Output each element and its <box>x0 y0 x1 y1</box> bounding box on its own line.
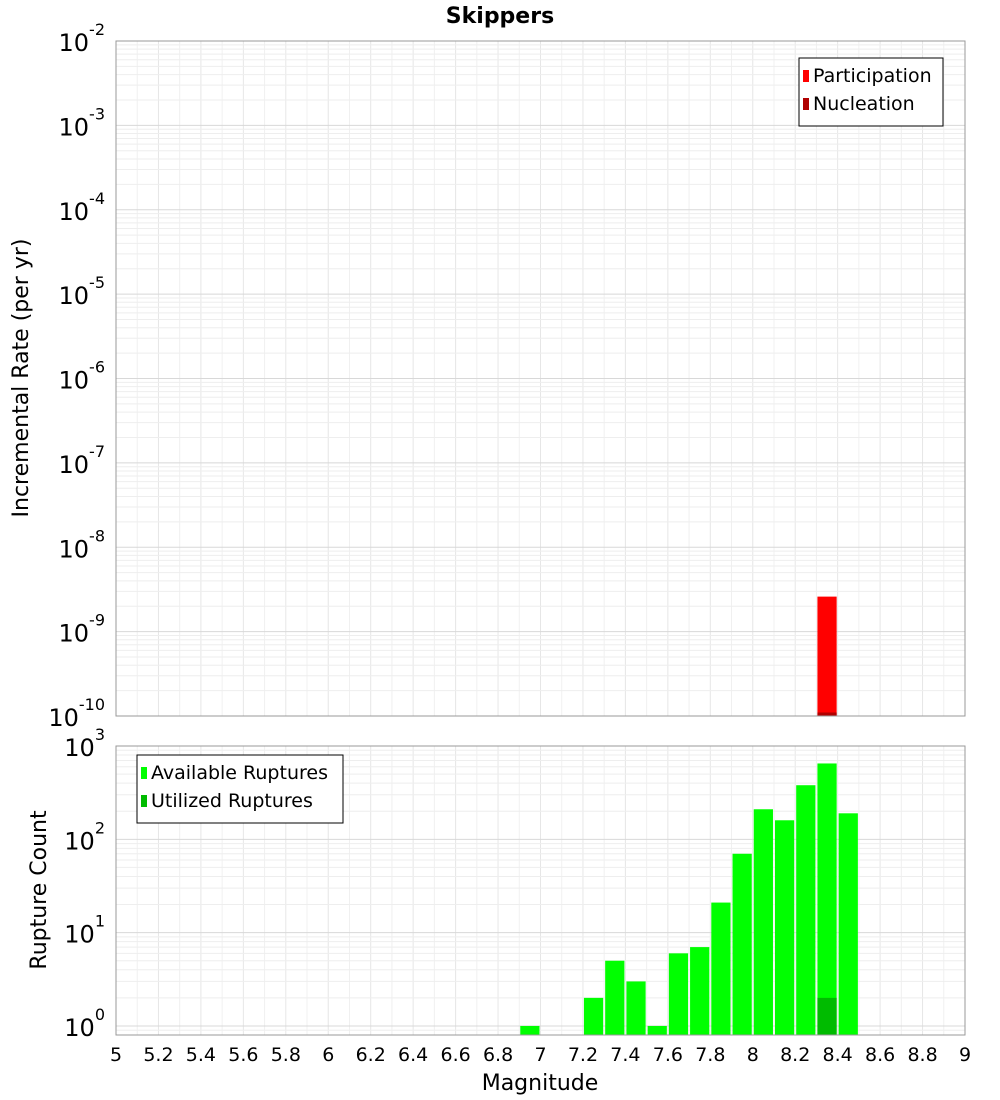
count-y-ticks: 100 101 102 103 <box>64 725 105 1042</box>
count-y-tick-label: 101 <box>64 912 105 949</box>
x-tick-label: 8.6 <box>865 1044 895 1066</box>
rate-bars <box>817 596 837 716</box>
count-bar-primary <box>753 809 773 1035</box>
rate-y-tick-label: 10-10 <box>48 695 105 732</box>
x-tick-label: 8 <box>747 1044 759 1066</box>
x-tick-label: 5 <box>110 1044 122 1066</box>
x-tick-label: 5.2 <box>143 1044 173 1066</box>
count-legend-label: Utilized Ruptures <box>151 790 313 812</box>
rate-bar-primary <box>817 596 837 716</box>
x-tick-label: 7.4 <box>610 1044 640 1066</box>
rate-y-tick-label: 10-7 <box>59 442 106 479</box>
rate-legend-swatch <box>803 70 809 82</box>
x-tick-label: 6.2 <box>356 1044 386 1066</box>
count-y-tick-label: 100 <box>64 1005 105 1042</box>
x-tick-label: 8.8 <box>907 1044 937 1066</box>
x-tick-label: 5.8 <box>271 1044 301 1066</box>
count-legend-swatch <box>141 795 147 807</box>
x-tick-label: 6.4 <box>398 1044 428 1066</box>
rate-panel: 10-10 10-9 10-8 10-7 10-6 10-5 10-4 10-3 10-2 In… <box>9 20 966 732</box>
rate-plot-border <box>115 40 966 717</box>
rate-legend-box <box>798 57 944 127</box>
x-tick-label: 5.4 <box>186 1044 216 1066</box>
rate-legend-label: Nucleation <box>813 93 915 115</box>
count-bar-primary <box>796 785 816 1035</box>
count-bar-primary <box>774 820 795 1035</box>
rate-y-tick-label: 10-6 <box>59 358 106 395</box>
count-bar-secondary <box>817 997 837 1035</box>
rate-y-ticks: 10-10 10-9 10-8 10-7 10-6 10-5 10-4 10-3 10-2 <box>48 20 105 732</box>
count-bar-primary <box>668 953 689 1035</box>
count-y-tick-label: 103 <box>64 725 105 762</box>
count-legend: Available Ruptures Utilized Ruptures <box>136 754 344 824</box>
rate-y-tick-label: 10-8 <box>59 526 106 563</box>
rate-y-tick-label: 10-2 <box>59 20 106 57</box>
count-bar-primary <box>605 960 625 1035</box>
x-tick-label: 5.6 <box>228 1044 258 1066</box>
chart-title: Skippers <box>446 4 554 29</box>
x-axis-label: Magnitude <box>482 1071 599 1096</box>
rate-legend-swatch <box>803 98 809 110</box>
rate-legend: Participation Nucleation <box>798 57 944 127</box>
x-tick-label: 8.4 <box>823 1044 853 1066</box>
x-tick-label: 6.8 <box>483 1044 513 1066</box>
count-y-tick-label: 102 <box>64 818 105 855</box>
x-axis-ticks: 5 5.2 5.4 5.6 5.8 6 6.2 6.4 6.6 6.8 7 7.2 7.4 7.6 7.8 8… <box>110 1044 971 1066</box>
count-bar-primary <box>626 981 646 1035</box>
count-plot-border <box>115 745 966 1036</box>
x-tick-label: 9 <box>959 1044 971 1066</box>
count-panel: 100 101 102 103 Rupture Count Available Rup… <box>27 725 966 1042</box>
x-tick-label: 7.8 <box>695 1044 725 1066</box>
rate-bar-secondary <box>817 712 837 716</box>
rate-y-tick-label: 10-5 <box>59 273 106 310</box>
count-legend-swatch <box>141 767 147 779</box>
rate-legend-label: Participation <box>813 65 932 87</box>
count-bars <box>520 763 858 1035</box>
count-bar-primary <box>583 997 604 1035</box>
count-bar-primary <box>711 902 731 1035</box>
count-bar-primary <box>817 763 837 1035</box>
count-bar-primary <box>838 813 858 1035</box>
rate-grid <box>116 41 965 716</box>
x-tick-label: 7.6 <box>653 1044 683 1066</box>
x-tick-label: 8.2 <box>780 1044 810 1066</box>
rate-y-tick-label: 10-4 <box>59 189 106 226</box>
rate-y-axis-label: Incremental Rate (per yr) <box>9 239 34 518</box>
rate-y-tick-label: 10-3 <box>59 104 106 141</box>
count-legend-label: Available Ruptures <box>151 762 328 784</box>
count-bar-primary <box>647 1025 667 1035</box>
count-legend-box <box>136 754 344 824</box>
x-tick-label: 7 <box>534 1044 546 1066</box>
count-bar-primary <box>690 947 710 1035</box>
rate-y-tick-label: 10-9 <box>59 611 106 648</box>
x-tick-label: 7.2 <box>568 1044 598 1066</box>
x-tick-label: 6 <box>322 1044 334 1066</box>
count-bar-primary <box>520 1025 540 1035</box>
count-y-axis-label: Rupture Count <box>27 810 52 970</box>
count-bar-primary <box>732 853 752 1035</box>
x-tick-label: 6.6 <box>440 1044 470 1066</box>
